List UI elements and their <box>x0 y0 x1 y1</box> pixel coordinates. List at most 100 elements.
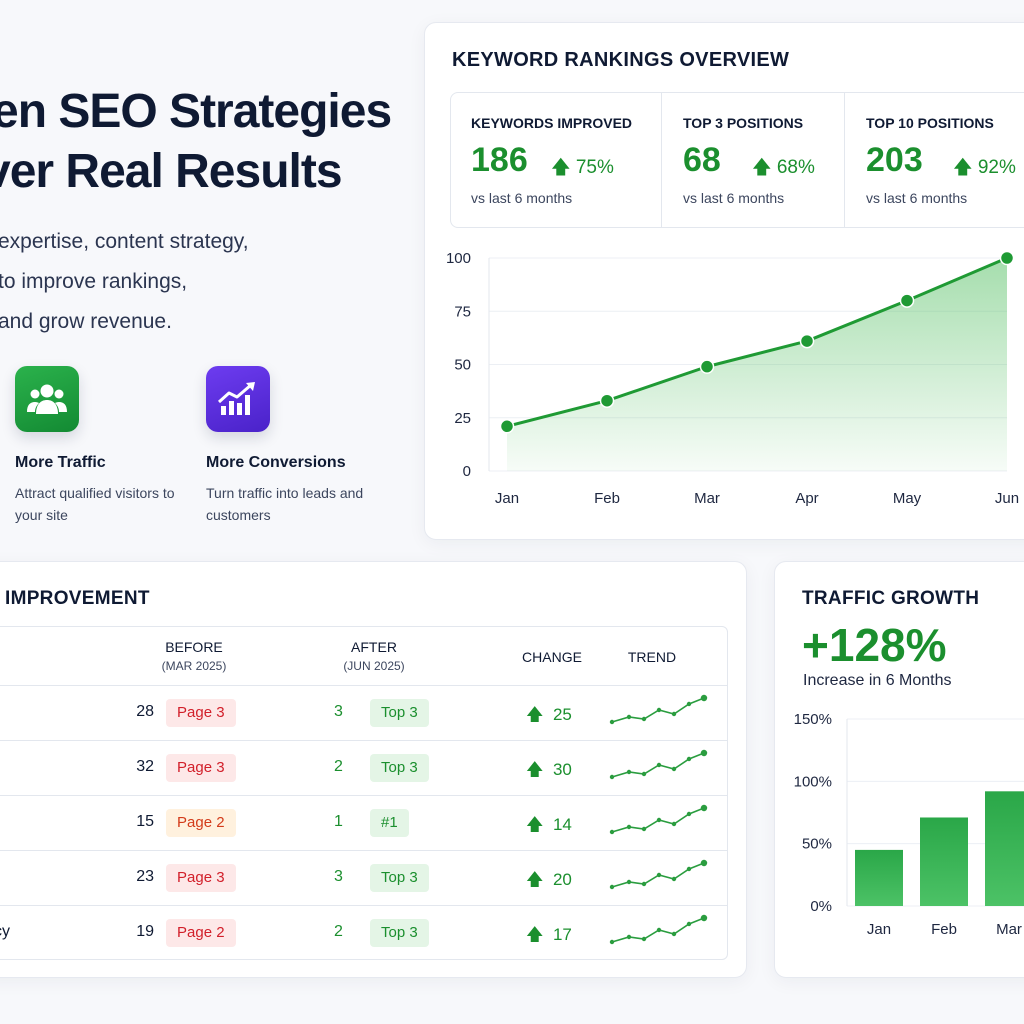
x-tick-label: Jan <box>867 921 891 938</box>
feature-title: More Traffic <box>15 454 106 471</box>
users-icon <box>15 366 79 432</box>
before-page-badge: Page 3 <box>166 699 236 727</box>
feature-more-conversions: More Conversions Turn traffic into leads… <box>206 366 396 526</box>
y-tick-label: 25 <box>454 410 471 427</box>
x-tick-label: May <box>893 490 922 507</box>
stat-top3-positions: TOP 3 POSITIONS 68 🡅 68% vs last 6 month… <box>661 93 844 227</box>
stat-subtext: vs last 6 months <box>683 190 785 206</box>
card-title: KEYWORD RANKINGS OVERVIEW <box>452 49 790 71</box>
hero-description-line: and grow revenue. <box>0 310 172 333</box>
stats-summary: KEYWORDS IMPROVED 186 🡅 75% vs last 6 mo… <box>450 92 1024 228</box>
x-tick-label: Feb <box>931 921 957 938</box>
stat-change-value: 75% <box>575 157 614 178</box>
stat-change-value: 92% <box>977 157 1016 178</box>
stat-value: 186 <box>471 141 528 179</box>
change-cell: 🡅 25 <box>526 702 572 731</box>
table-row[interactable]: 28 Page 3 3 Top 3 🡅 25 <box>0 685 727 740</box>
rankings-line-chart: 0 25 50 75 100 Jan Feb Mar Apr May Jun <box>446 250 1019 507</box>
arrow-up-icon: 🡅 <box>526 870 544 889</box>
change-value: 17 <box>552 925 572 944</box>
bar <box>985 791 1024 906</box>
data-point <box>799 333 815 349</box>
keyword-improvement-table: BEFORE (MAR 2025) AFTER (JUN 2025) CHANG… <box>0 626 728 960</box>
stat-value: 203 <box>866 141 923 179</box>
header-sublabel: (JUN 2025) <box>343 659 405 673</box>
stat-change: 🡅 68% <box>752 153 815 185</box>
x-tick-label: Apr <box>795 490 818 507</box>
table-row[interactable]: 23 Page 3 3 Top 3 🡅 20 <box>0 850 727 905</box>
x-tick-label: Jan <box>495 490 519 507</box>
column-header-trend: TREND <box>627 649 677 665</box>
after-position: 3 <box>334 703 343 720</box>
feature-title: More Conversions <box>206 454 346 471</box>
after-position: 1 <box>334 813 343 830</box>
stat-subtext: vs last 6 months <box>866 190 968 206</box>
stat-value: 68 <box>683 141 721 179</box>
hero-title-line-1: en SEO Strategies <box>0 85 392 138</box>
traffic-growth-subtext: Increase in 6 Months <box>803 672 952 689</box>
change-cell: 🡅 20 <box>526 867 572 896</box>
after-position: 3 <box>334 868 343 885</box>
y-tick-label: 75 <box>454 303 471 320</box>
keyword-cell: cy <box>0 923 10 940</box>
stat-change: 🡅 92% <box>953 153 1016 185</box>
y-tick-label: 0% <box>810 898 832 915</box>
trend-sparkline <box>609 804 708 835</box>
y-tick-label: 100 <box>446 250 471 267</box>
trend-sparkline <box>609 914 708 945</box>
before-page-badge: Page 2 <box>166 809 236 837</box>
y-tick-label: 50% <box>802 836 832 853</box>
stat-change-value: 68% <box>776 157 815 178</box>
traffic-growth-card: TRAFFIC GROWTH +128% Increase in 6 Month… <box>774 561 1024 978</box>
x-tick-label: Feb <box>594 490 620 507</box>
stat-label: TOP 3 POSITIONS <box>683 115 804 131</box>
keyword-rankings-card: KEYWORD RANKINGS OVERVIEW KEYWORDS IMPRO… <box>424 22 1024 540</box>
column-header-change: CHANGE <box>522 649 582 665</box>
data-point <box>899 293 915 308</box>
data-point <box>599 393 615 408</box>
after-rank-badge: Top 3 <box>370 864 429 892</box>
y-tick-label: 100% <box>794 773 832 790</box>
hero-description: expertise, content strategy, to improve … <box>0 222 298 342</box>
change-value: 14 <box>552 815 572 834</box>
trend-sparkline <box>609 859 708 890</box>
stat-subtext: vs last 6 months <box>471 190 573 206</box>
traffic-growth-value: +128% <box>802 619 947 671</box>
growth-chart-icon <box>206 366 270 432</box>
keyword-improvement-card: IMPROVEMENT BEFORE (MAR 2025) AFTER (JUN… <box>0 561 747 978</box>
card-title: IMPROVEMENT <box>5 588 150 609</box>
change-cell: 🡅 17 <box>526 922 572 951</box>
x-tick-label: Jun <box>995 490 1019 507</box>
feature-more-traffic: More Traffic Attract qualified visitors … <box>15 366 205 526</box>
bar <box>920 817 968 906</box>
before-position: 32 <box>136 758 154 775</box>
table-row[interactable]: 15 Page 2 1 #1 🡅 14 <box>0 795 727 850</box>
x-tick-label: Mar <box>996 921 1022 938</box>
card-title: TRAFFIC GROWTH <box>802 588 980 609</box>
data-point <box>999 250 1015 266</box>
header-label: AFTER <box>351 639 397 655</box>
bar <box>855 849 903 906</box>
table-row[interactable]: cy 19 Page 2 2 Top 3 🡅 17 <box>0 905 727 959</box>
before-position: 19 <box>136 923 154 940</box>
stat-top10-positions: TOP 10 POSITIONS 203 🡅 92% vs last 6 mon… <box>844 93 1024 227</box>
arrow-up-icon: 🡅 <box>526 760 544 779</box>
before-position: 15 <box>136 813 154 830</box>
stat-label: TOP 10 POSITIONS <box>866 115 994 131</box>
arrow-up-icon: 🡅 <box>526 705 544 724</box>
hero-description-line: expertise, content strategy, <box>0 230 249 253</box>
stat-keywords-improved: KEYWORDS IMPROVED 186 🡅 75% vs last 6 mo… <box>451 93 661 227</box>
data-point <box>499 419 515 434</box>
before-position: 23 <box>136 868 154 885</box>
before-position: 28 <box>136 703 154 720</box>
table-row[interactable]: 32 Page 3 2 Top 3 🡅 30 <box>0 740 727 795</box>
change-value: 30 <box>552 760 572 779</box>
header-label: BEFORE <box>165 639 223 655</box>
after-rank-badge: Top 3 <box>370 919 429 947</box>
before-page-badge: Page 3 <box>166 754 236 782</box>
change-cell: 🡅 14 <box>526 812 572 841</box>
column-header-before: BEFORE (MAR 2025) <box>139 639 249 673</box>
header-sublabel: (MAR 2025) <box>161 659 227 673</box>
series-line <box>506 256 1008 428</box>
after-rank-badge: #1 <box>370 809 409 837</box>
